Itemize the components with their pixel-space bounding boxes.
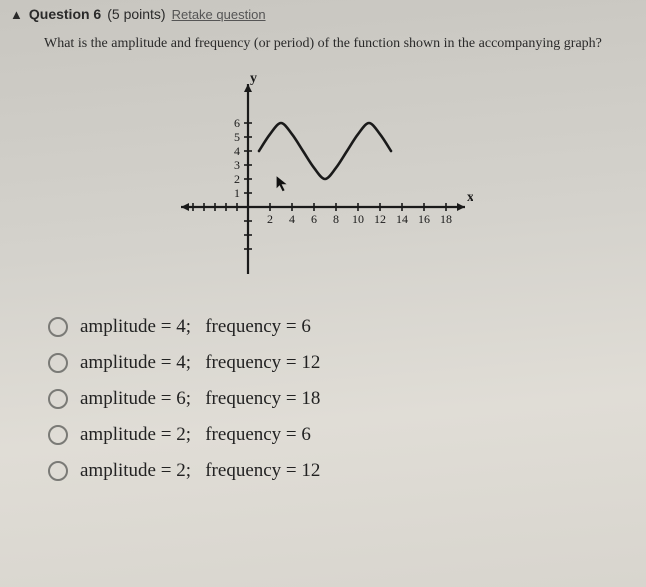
svg-text:2: 2	[267, 212, 273, 226]
svg-text:10: 10	[352, 212, 364, 226]
answer-option[interactable]: amplitude = 4; frequency = 6	[48, 316, 646, 338]
svg-text:5: 5	[234, 130, 240, 144]
svg-text:x: x	[467, 190, 473, 205]
function-graph: yx24681012141618123456	[173, 72, 473, 282]
radio-button[interactable]	[48, 317, 68, 337]
radio-button[interactable]	[48, 461, 68, 481]
svg-text:18: 18	[440, 212, 452, 226]
option-label: amplitude = 2; frequency = 6	[80, 424, 311, 446]
svg-text:8: 8	[333, 212, 339, 226]
radio-button[interactable]	[48, 353, 68, 373]
answer-option[interactable]: amplitude = 2; frequency = 12	[48, 460, 646, 482]
svg-text:6: 6	[311, 212, 317, 226]
question-prompt: What is the amplitude and frequency (or …	[0, 26, 646, 54]
question-header: ▲ Question 6 (5 points) Retake question	[0, 0, 646, 26]
option-label: amplitude = 6; frequency = 18	[80, 388, 320, 410]
svg-text:y: y	[250, 72, 257, 86]
option-label: amplitude = 4; frequency = 6	[80, 316, 311, 338]
radio-button[interactable]	[48, 389, 68, 409]
answer-option[interactable]: amplitude = 2; frequency = 6	[48, 424, 646, 446]
svg-text:4: 4	[289, 212, 295, 226]
retake-link[interactable]: Retake question	[172, 7, 266, 22]
svg-text:6: 6	[234, 116, 240, 130]
answer-option[interactable]: amplitude = 6; frequency = 18	[48, 388, 646, 410]
option-label: amplitude = 4; frequency = 12	[80, 352, 320, 374]
answer-option[interactable]: amplitude = 4; frequency = 12	[48, 352, 646, 374]
svg-text:16: 16	[418, 212, 430, 226]
svg-text:14: 14	[396, 212, 408, 226]
radio-button[interactable]	[48, 425, 68, 445]
svg-text:12: 12	[374, 212, 386, 226]
svg-text:1: 1	[234, 186, 240, 200]
graph-container: yx24681012141618123456	[0, 54, 646, 292]
answer-options: amplitude = 4; frequency = 6 amplitude = …	[0, 292, 646, 482]
warning-icon: ▲	[10, 7, 23, 22]
option-label: amplitude = 2; frequency = 12	[80, 460, 320, 482]
svg-text:3: 3	[234, 158, 240, 172]
question-number: Question 6	[29, 6, 101, 22]
svg-text:4: 4	[234, 144, 240, 158]
question-points: (5 points)	[107, 6, 165, 22]
svg-text:2: 2	[234, 172, 240, 186]
